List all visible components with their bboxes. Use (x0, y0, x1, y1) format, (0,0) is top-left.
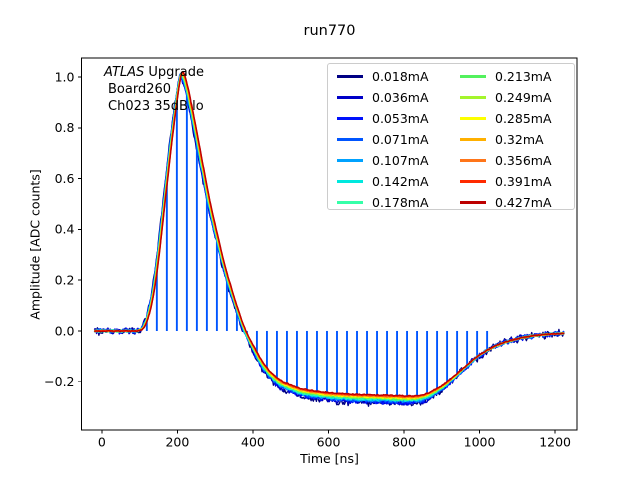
legend-item: 0.391mA (451, 171, 574, 192)
y-tick-label: 0.0 (55, 323, 75, 338)
legend-item: 0.071mA (328, 129, 451, 150)
legend-item-label: 0.391mA (495, 174, 552, 189)
legend-item-label: 0.249mA (495, 90, 552, 105)
annotation-line-3: Ch023 35dB lo (108, 99, 204, 114)
plot-annotation: ATLAS Upgrade Board260 Ch023 35dB lo (104, 64, 204, 115)
legend-item-label: 0.285mA (495, 111, 552, 126)
legend-item-label: 0.356mA (495, 153, 552, 168)
y-tick-label: 0.4 (55, 222, 75, 237)
legend-item: 0.142mA (328, 171, 451, 192)
y-tick-label: 1.0 (55, 69, 75, 84)
legend-item-label: 0.053mA (372, 111, 429, 126)
legend-item: 0.32mA (451, 129, 574, 150)
legend-swatch (337, 159, 363, 162)
annotation-line-1: ATLAS Upgrade (104, 64, 204, 81)
legend-swatch (460, 138, 486, 141)
legend-item-label: 0.427mA (495, 195, 552, 210)
legend-item: 0.356mA (451, 150, 574, 171)
legend: 0.018mA 0.036mA 0.053mA 0.071mA 0.107mA 0.142… (327, 63, 575, 210)
legend-item: 0.178mA (328, 192, 451, 213)
x-tick-label: 0 (98, 435, 106, 450)
legend-swatch (460, 117, 486, 120)
legend-item-label: 0.32mA (495, 132, 544, 147)
legend-swatch (337, 201, 363, 204)
axes-frame: 0 200 400 600 800 1000 1200 1.0 0.8 0.6 0.4 0.2 0.0 −… (44, 57, 578, 450)
axes-spines (81, 57, 578, 431)
legend-item: 0.107mA (328, 150, 451, 171)
legend-item: 0.427mA (451, 192, 574, 213)
legend-item-label: 0.018mA (372, 69, 429, 84)
legend-swatch (460, 180, 486, 183)
legend-item: 0.213mA (451, 66, 574, 87)
annotation-line-2: Board260 (108, 82, 172, 97)
legend-swatch (337, 138, 363, 141)
dropout-spikes (145, 92, 489, 402)
legend-swatch (460, 201, 486, 204)
y-tick-label: 0.8 (55, 120, 75, 135)
annotation-italic-word: ATLAS (104, 65, 145, 80)
legend-item-label: 0.107mA (372, 153, 429, 168)
legend-item-label: 0.036mA (372, 90, 429, 105)
y-axis-label: Amplitude [ADC counts] (27, 169, 43, 320)
legend-swatch (460, 75, 486, 78)
legend-item-label: 0.071mA (372, 132, 429, 147)
legend-swatch (337, 117, 363, 120)
x-axis-label: Time [ns] (300, 451, 359, 466)
legend-item: 0.036mA (328, 87, 451, 108)
legend-item: 0.018mA (328, 66, 451, 87)
legend-item: 0.053mA (328, 108, 451, 129)
x-tick-label: 1000 (464, 435, 496, 450)
x-tick-label: 1200 (539, 435, 571, 450)
legend-swatch (337, 96, 363, 99)
x-tick-label: 400 (241, 435, 265, 450)
series-line-0.427mA (93, 71, 565, 398)
legend-swatch (337, 180, 363, 183)
legend-swatch (460, 159, 486, 162)
legend-item: 0.249mA (451, 87, 574, 108)
legend-item-label: 0.142mA (372, 174, 429, 189)
y-tick-label: 0.6 (55, 171, 75, 186)
y-tick-label: −0.2 (44, 374, 74, 389)
legend-item-label: 0.178mA (372, 195, 429, 210)
x-tick-label: 800 (392, 435, 416, 450)
waveform-curves (93, 71, 565, 407)
legend-swatch (460, 96, 486, 99)
chart-title: run770 (303, 23, 356, 39)
x-tick-label: 600 (317, 435, 341, 450)
legend-item: 0.285mA (451, 108, 574, 129)
legend-swatch (337, 75, 363, 78)
legend-item-label: 0.213mA (495, 69, 552, 84)
y-tick-label: 0.2 (55, 272, 75, 287)
x-tick-label: 200 (165, 435, 189, 450)
annotation-line-1-rest: Upgrade (144, 65, 204, 80)
